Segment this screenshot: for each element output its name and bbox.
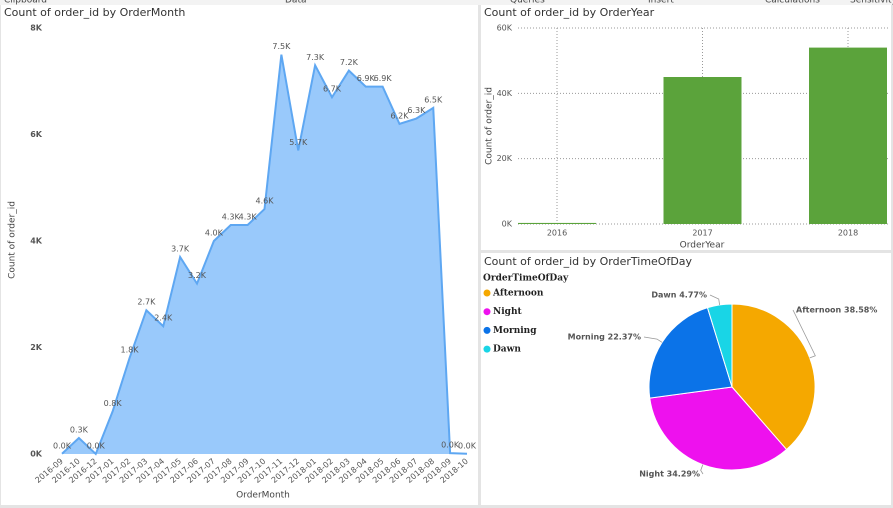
- data-label: 2.4K: [154, 314, 173, 323]
- y-tick-label: 2K: [30, 343, 43, 352]
- legend-marker: [483, 345, 491, 353]
- data-label: 6.9K: [357, 74, 376, 83]
- x-tick-label: 2016: [547, 229, 567, 238]
- x-axis-title: OrderYear: [680, 241, 725, 251]
- data-label: 4.3K: [239, 213, 258, 222]
- data-label: 6.2K: [391, 111, 410, 120]
- data-label: Dawn 4.77%: [651, 291, 707, 300]
- data-label: 4.3K: [222, 213, 241, 222]
- leader-line: [792, 309, 816, 359]
- chart-title: Count of order_id by OrderYear: [484, 6, 655, 19]
- bar: [809, 47, 887, 224]
- ribbon-tab: Insert: [648, 0, 674, 6]
- y-tick-label: 60K: [497, 24, 513, 33]
- legend-label[interactable]: Morning: [493, 326, 537, 336]
- data-label: 6.7K: [323, 85, 342, 94]
- x-tick-label: 2017: [692, 229, 712, 238]
- line: [61, 54, 468, 456]
- data-label: 3.7K: [171, 244, 190, 253]
- y-tick-label: 20K: [497, 154, 513, 163]
- legend-label[interactable]: Afternoon: [492, 289, 544, 299]
- data-label: 7.2K: [340, 58, 359, 67]
- leader-line: [643, 336, 663, 343]
- ribbon-tab: Clipboard: [4, 0, 47, 6]
- data-label: 0.8K: [104, 399, 123, 408]
- bar: [663, 77, 742, 224]
- y-tick-label: 0K: [502, 220, 513, 229]
- ribbon-tab: Data: [285, 0, 307, 6]
- data-label: 3.2K: [188, 271, 207, 280]
- legend-marker: [483, 308, 491, 316]
- data-label: 6.5K: [424, 95, 443, 104]
- y-axis-title: Count of order_id: [485, 87, 495, 165]
- legend-marker: [483, 289, 491, 297]
- y-tick-label: 0K: [30, 450, 43, 459]
- data-label: 2.7K: [137, 298, 156, 307]
- y-tick-label: 8K: [30, 24, 43, 33]
- leader-line: [700, 464, 704, 475]
- data-label: 4.0K: [205, 229, 224, 238]
- data-label: 0.0K: [87, 441, 106, 450]
- data-label: 0.0K: [53, 441, 72, 450]
- legend-marker: [483, 326, 491, 334]
- ribbon-tab: Calculations: [765, 0, 820, 6]
- y-tick-label: 4K: [30, 237, 43, 246]
- y-axis-title: Count of order_id: [8, 201, 18, 279]
- data-label: 4.6K: [256, 197, 275, 206]
- data-label: 5.7K: [289, 138, 308, 147]
- data-label: Night 34.29%: [639, 470, 700, 479]
- data-label: 1.8K: [121, 346, 140, 355]
- data-label: 0.0K: [441, 441, 460, 450]
- bar: [518, 222, 596, 224]
- ribbon: [0, 0, 893, 5]
- ribbon-tab: Sensitivity: [850, 0, 893, 6]
- area: [62, 54, 467, 454]
- data-label: 0.0K: [458, 441, 477, 450]
- x-tick-label: 2018: [838, 229, 858, 238]
- y-tick-label: 6K: [30, 130, 43, 139]
- ribbon-tab: Queries: [510, 0, 545, 6]
- leader-line: [709, 294, 721, 305]
- legend-title: OrderTimeOfDay: [483, 274, 569, 284]
- data-label: 6.9K: [374, 74, 393, 83]
- chart-title: Count of order_id by OrderTimeOfDay: [484, 255, 693, 268]
- pie-slice: [731, 303, 816, 451]
- data-label: 0.3K: [70, 426, 89, 435]
- data-label: Morning 22.37%: [568, 333, 641, 342]
- y-tick-label: 40K: [497, 89, 513, 98]
- legend-label[interactable]: Night: [493, 307, 522, 317]
- data-label: 7.5K: [272, 42, 291, 51]
- chart-title: Count of order_id by OrderMonth: [4, 6, 185, 19]
- data-label: 6.3K: [407, 106, 426, 115]
- data-label: Afternoon 38.58%: [796, 306, 877, 315]
- data-label: 7.3K: [306, 53, 325, 62]
- legend-label[interactable]: Dawn: [493, 345, 521, 355]
- x-axis-title: OrderMonth: [236, 491, 290, 501]
